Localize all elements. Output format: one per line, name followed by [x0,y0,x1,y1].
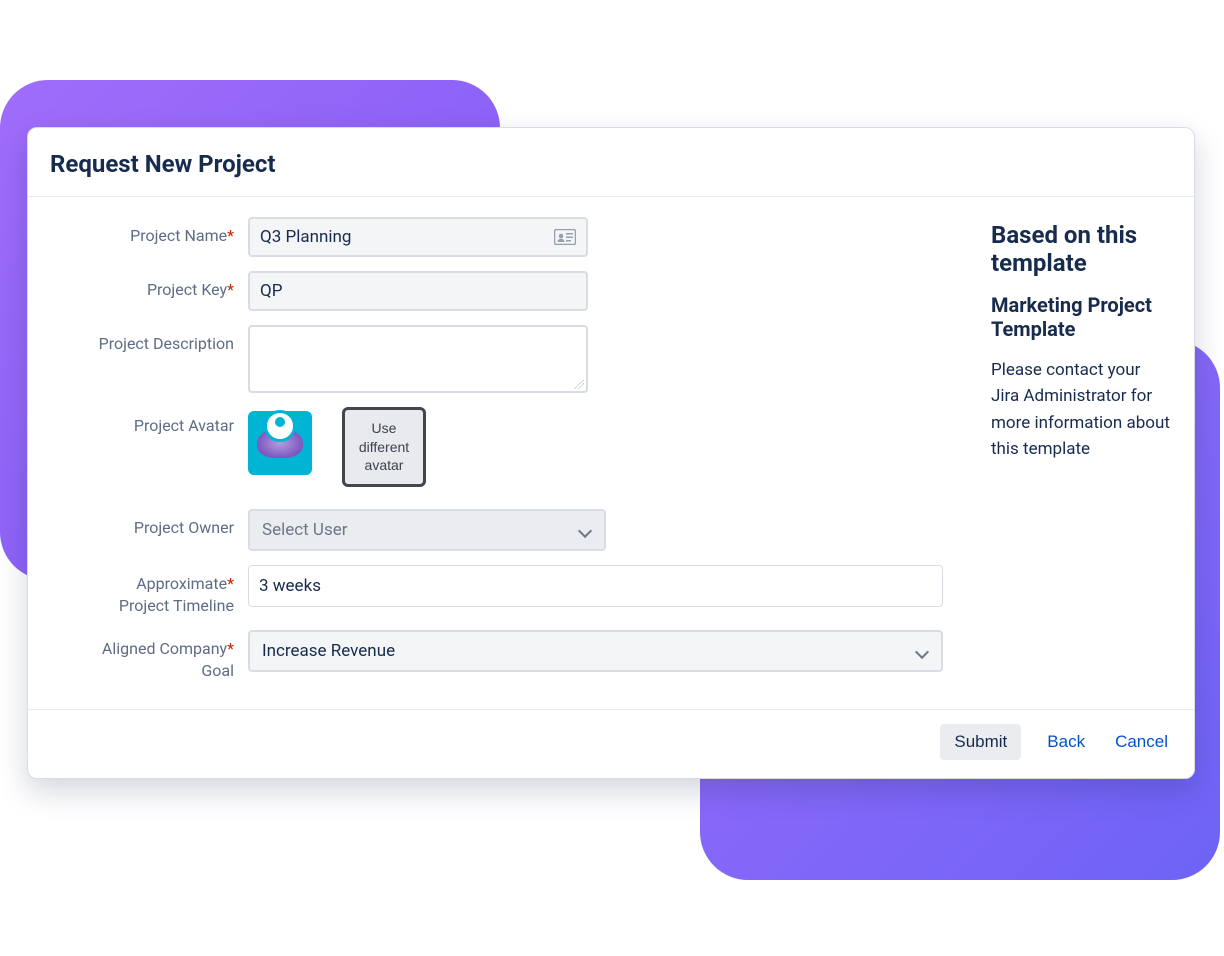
label-project-timeline: Approximate* Project Timeline [50,565,248,616]
required-asterisk: * [227,574,234,593]
chevron-down-icon [580,524,592,536]
dialog-header: Request New Project [28,128,1194,197]
label-project-avatar: Project Avatar [50,407,248,437]
request-project-dialog: Request New Project Project Name* Q3 Pla… [27,127,1195,779]
project-avatar-preview[interactable] [248,411,312,475]
project-name-input[interactable]: Q3 Planning [248,217,588,257]
field-row-project-name: Project Name* Q3 Planning [50,217,943,257]
field-row-project-key: Project Key* QP [50,271,943,311]
label-project-owner: Project Owner [50,509,248,539]
cancel-button[interactable]: Cancel [1111,724,1172,760]
label-project-name: Project Name* [50,217,248,247]
field-row-project-timeline: Approximate* Project Timeline 3 weeks [50,565,943,616]
template-name: Marketing Project Template [991,293,1172,341]
template-heading: Based on this template [991,221,1172,277]
dialog-footer: Submit Back Cancel [28,709,1194,778]
project-timeline-input[interactable]: 3 weeks [248,565,943,607]
use-different-avatar-button[interactable]: Use different avatar [342,407,426,487]
field-row-company-goal: Aligned Company* Goal Increase Revenue [50,630,943,681]
form-column: Project Name* Q3 Planning Project Key* [50,217,943,695]
project-description-textarea[interactable] [248,325,588,393]
project-owner-select[interactable]: Select User [248,509,606,551]
project-key-input[interactable]: QP [248,271,588,311]
label-project-key: Project Key* [50,271,248,301]
field-row-project-avatar: Project Avatar Use different avatar [50,407,943,487]
ufo-avatar-icon [257,428,303,458]
company-goal-select[interactable]: Increase Revenue [248,630,943,672]
field-row-project-owner: Project Owner Select User [50,509,943,551]
label-company-goal: Aligned Company* Goal [50,630,248,681]
submit-button[interactable]: Submit [940,724,1021,760]
template-description: Please contact your Jira Administrator f… [991,357,1172,462]
dialog-body: Project Name* Q3 Planning Project Key* [28,197,1194,709]
back-button[interactable]: Back [1043,724,1089,760]
label-project-description: Project Description [50,325,248,355]
field-row-project-description: Project Description [50,325,943,393]
required-asterisk: * [227,639,234,658]
chevron-down-icon [917,645,929,657]
autofill-contact-icon [554,228,576,246]
required-asterisk: * [227,280,234,299]
required-asterisk: * [227,226,234,245]
dialog-title: Request New Project [50,150,1172,178]
template-info-column: Based on this template Marketing Project… [991,217,1172,695]
